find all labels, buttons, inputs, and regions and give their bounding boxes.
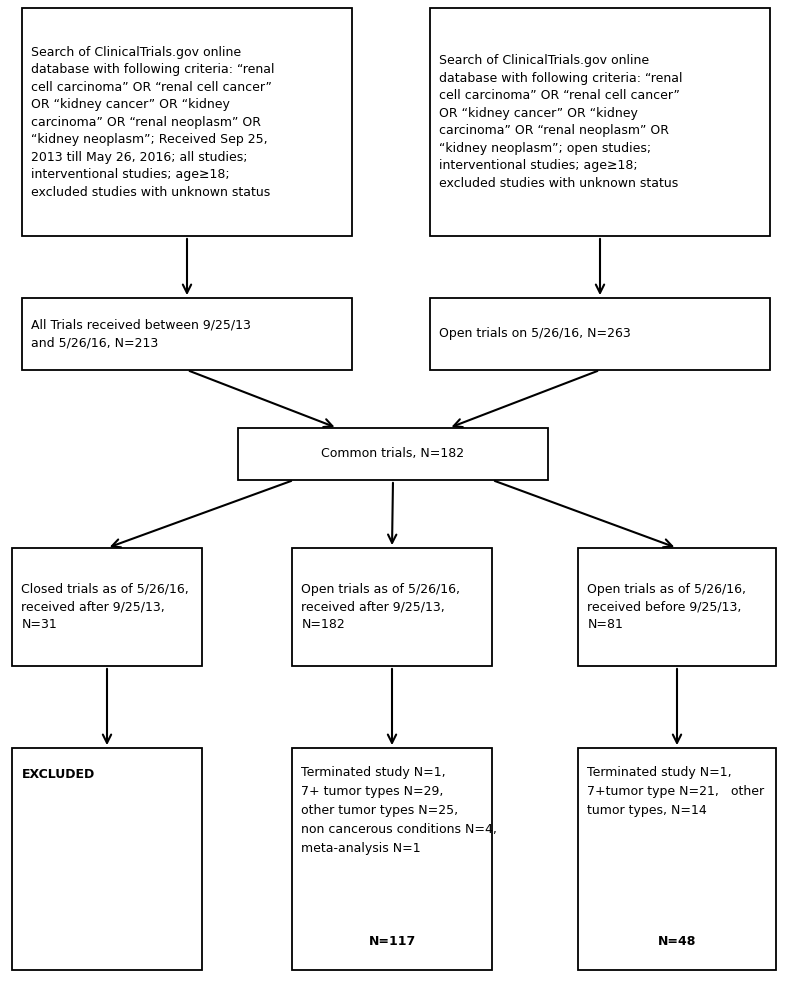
Text: Search of ClinicalTrials.gov online
database with following criteria: “renal
cel: Search of ClinicalTrials.gov online data… xyxy=(32,45,275,198)
Bar xyxy=(430,8,770,236)
Bar xyxy=(292,548,492,666)
Bar xyxy=(12,548,202,666)
Text: Common trials, N=182: Common trials, N=182 xyxy=(321,448,465,461)
Text: N=117: N=117 xyxy=(368,936,416,949)
Bar xyxy=(12,748,202,970)
Text: Open trials as of 5/26/16,
received after 9/25/13,
N=182: Open trials as of 5/26/16, received afte… xyxy=(301,583,461,631)
Text: All Trials received between 9/25/13
and 5/26/16, N=213: All Trials received between 9/25/13 and … xyxy=(32,319,252,350)
Bar xyxy=(22,8,352,236)
Text: Terminated study N=1,
7+tumor type N=21,   other
tumor types, N=14: Terminated study N=1, 7+tumor type N=21,… xyxy=(588,766,765,817)
Text: Open trials on 5/26/16, N=263: Open trials on 5/26/16, N=263 xyxy=(439,328,631,341)
Text: Search of ClinicalTrials.gov online
database with following criteria: “renal
cel: Search of ClinicalTrials.gov online data… xyxy=(439,54,683,190)
Bar xyxy=(430,298,770,370)
Bar xyxy=(22,298,352,370)
Bar xyxy=(578,548,776,666)
Text: N=48: N=48 xyxy=(658,936,696,949)
Text: EXCLUDED: EXCLUDED xyxy=(21,768,95,781)
Bar xyxy=(578,748,776,970)
Text: Closed trials as of 5/26/16,
received after 9/25/13,
N=31: Closed trials as of 5/26/16, received af… xyxy=(21,583,189,631)
Text: Terminated study N=1,
7+ tumor types N=29,
other tumor types N=25,
non cancerous: Terminated study N=1, 7+ tumor types N=2… xyxy=(301,766,497,854)
Bar xyxy=(292,748,492,970)
Text: Open trials as of 5/26/16,
received before 9/25/13,
N=81: Open trials as of 5/26/16, received befo… xyxy=(588,583,746,631)
Bar xyxy=(238,428,548,480)
